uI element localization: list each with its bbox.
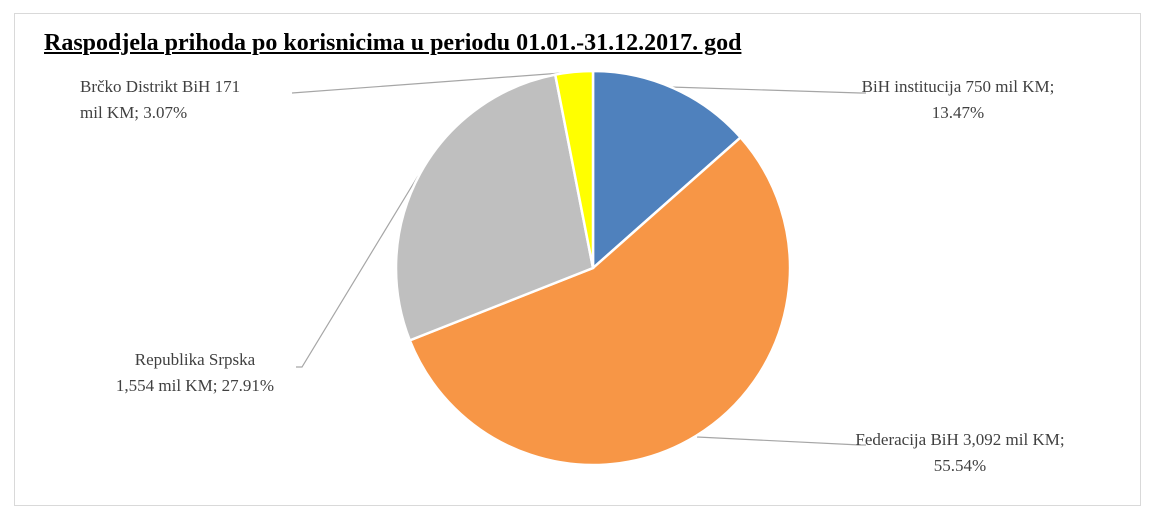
pie <box>394 69 792 467</box>
data-label: Republika Srpska 1,554 mil KM; 27.91% <box>115 347 275 399</box>
label-value: 750 mil KM; 13.47% <box>931 77 1055 122</box>
leader-line <box>669 86 866 94</box>
data-label: BiH institucija 750 mil KM; 13.47% <box>858 74 1058 126</box>
label-value: 3,092 mil KM; 55.54% <box>933 430 1065 475</box>
pie-slice <box>591 69 743 271</box>
pie-slice <box>394 73 595 342</box>
chart-title: Raspodjela prihoda po korisnicima u peri… <box>44 30 742 56</box>
label-category: Federacija BiH <box>855 430 959 449</box>
label-value: 1,554 mil KM; 27.91% <box>115 376 275 395</box>
label-category: Republika Srpska <box>134 350 256 369</box>
pie-slice <box>408 135 792 467</box>
leader-line <box>296 175 419 368</box>
label-category: Brčko Distrikt BiH <box>80 77 211 96</box>
leader-line <box>696 436 866 446</box>
chart-frame <box>14 13 1141 506</box>
label-value: 171 mil KM; 3.07% <box>80 77 241 122</box>
pie-slice <box>553 69 595 269</box>
leader-lines <box>291 71 866 446</box>
data-label: Brčko Distrikt BiH 171 mil KM; 3.07% <box>80 74 258 126</box>
data-label: Federacija BiH 3,092 mil KM; 55.54% <box>855 427 1065 479</box>
leader-line <box>291 71 576 94</box>
label-category: BiH institucija <box>861 77 962 96</box>
